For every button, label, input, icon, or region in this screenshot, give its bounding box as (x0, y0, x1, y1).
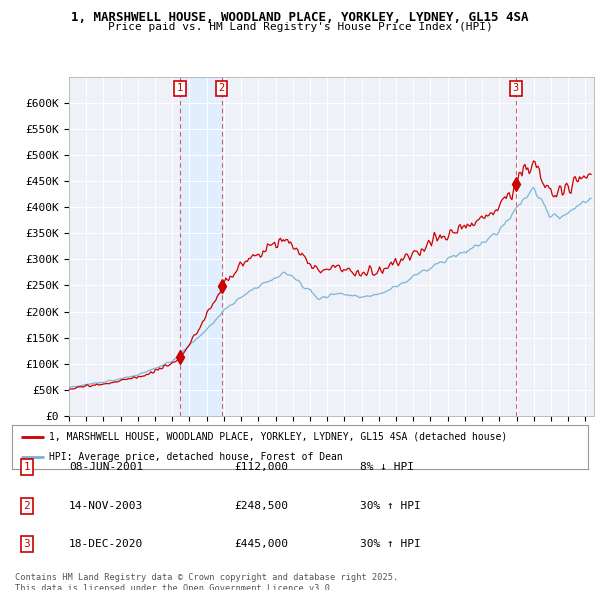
Text: 18-DEC-2020: 18-DEC-2020 (69, 539, 143, 549)
Text: 3: 3 (513, 83, 519, 93)
Text: 2: 2 (218, 83, 225, 93)
Text: 2: 2 (23, 501, 31, 510)
Text: 1, MARSHWELL HOUSE, WOODLAND PLACE, YORKLEY, LYDNEY, GL15 4SA: 1, MARSHWELL HOUSE, WOODLAND PLACE, YORK… (71, 11, 529, 24)
Text: 08-JUN-2001: 08-JUN-2001 (69, 463, 143, 472)
Text: 14-NOV-2003: 14-NOV-2003 (69, 501, 143, 510)
Text: Contains HM Land Registry data © Crown copyright and database right 2025.
This d: Contains HM Land Registry data © Crown c… (15, 573, 398, 590)
Text: £445,000: £445,000 (234, 539, 288, 549)
Text: 3: 3 (23, 539, 31, 549)
Text: 8% ↓ HPI: 8% ↓ HPI (360, 463, 414, 472)
Text: £248,500: £248,500 (234, 501, 288, 510)
Text: £112,000: £112,000 (234, 463, 288, 472)
Text: 30% ↑ HPI: 30% ↑ HPI (360, 539, 421, 549)
Text: HPI: Average price, detached house, Forest of Dean: HPI: Average price, detached house, Fore… (49, 452, 343, 462)
Text: Price paid vs. HM Land Registry's House Price Index (HPI): Price paid vs. HM Land Registry's House … (107, 22, 493, 32)
Text: 1: 1 (177, 83, 183, 93)
Text: 1: 1 (23, 463, 31, 472)
Text: 1, MARSHWELL HOUSE, WOODLAND PLACE, YORKLEY, LYDNEY, GL15 4SA (detached house): 1, MARSHWELL HOUSE, WOODLAND PLACE, YORK… (49, 432, 508, 442)
Text: 30% ↑ HPI: 30% ↑ HPI (360, 501, 421, 510)
Bar (180, 77, 221, 416)
